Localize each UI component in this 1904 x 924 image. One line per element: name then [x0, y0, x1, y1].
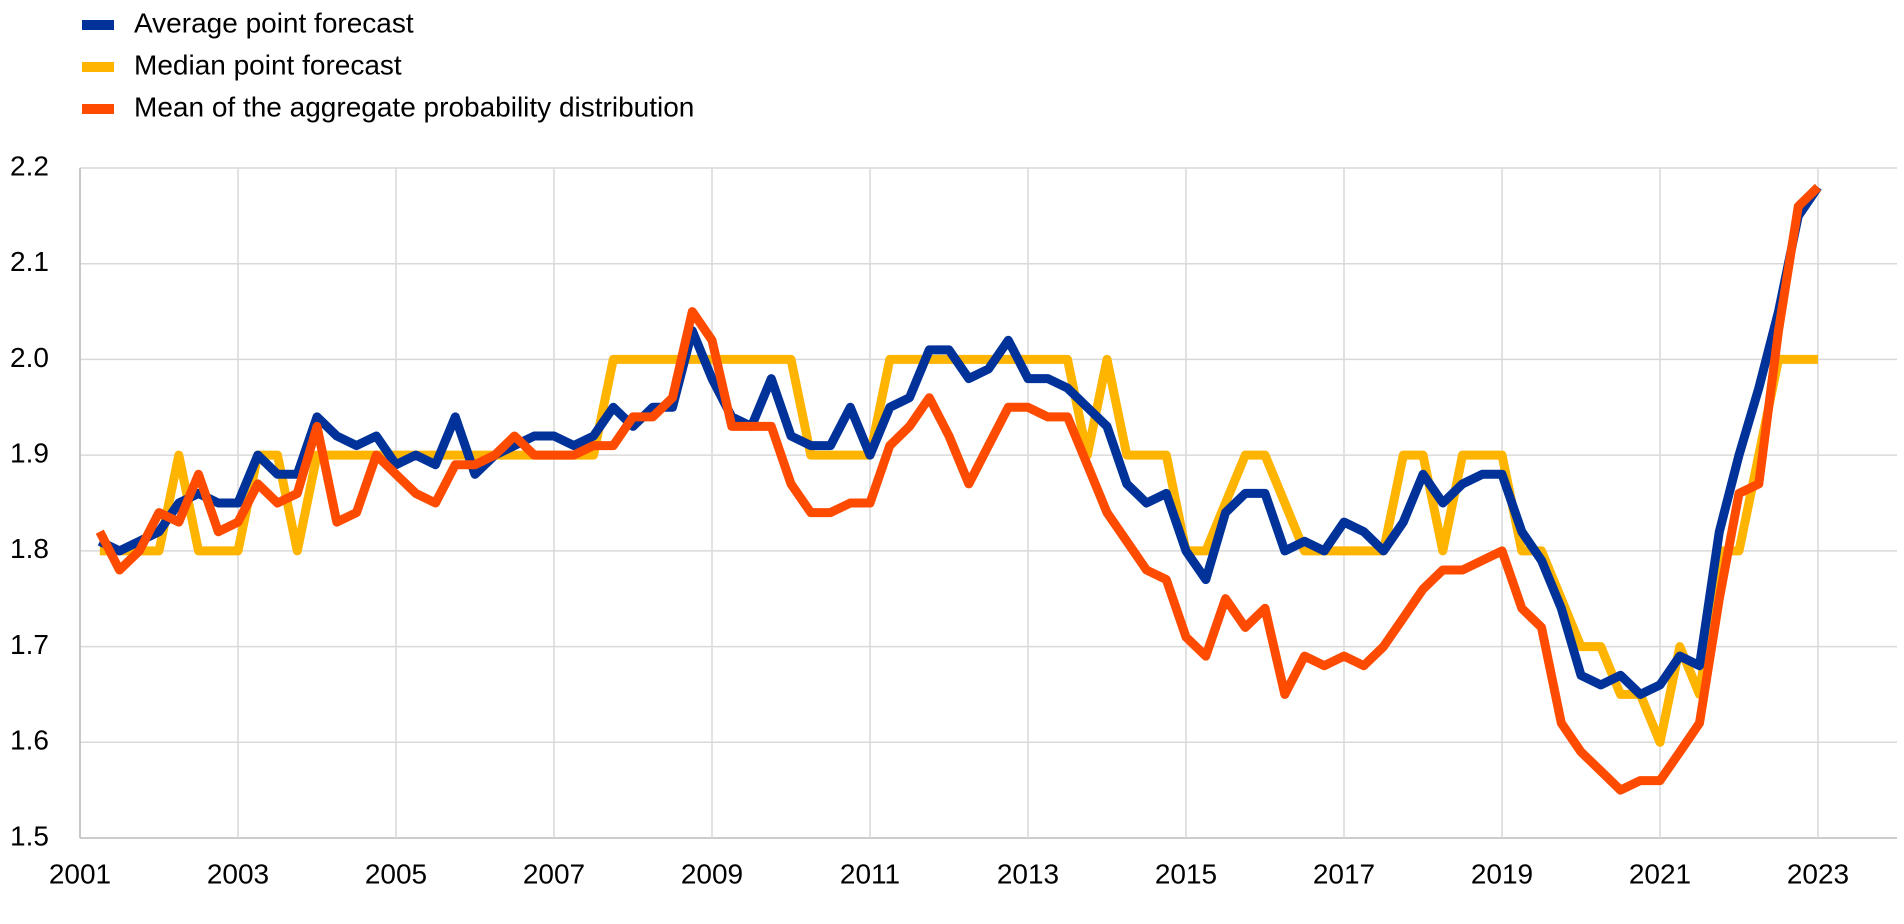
legend-swatch: [82, 20, 114, 30]
y-tick-label: 1.6: [10, 725, 49, 756]
legend-swatch: [82, 62, 114, 72]
y-tick-label: 1.8: [10, 533, 49, 564]
y-tick-label: 1.7: [10, 629, 49, 660]
x-tick-label: 2001: [49, 858, 111, 889]
y-tick-label: 2.0: [10, 342, 49, 373]
x-tick-label: 2013: [997, 858, 1059, 889]
y-tick-label: 2.2: [10, 150, 49, 181]
legend-label: Mean of the aggregate probability distri…: [134, 91, 694, 122]
x-tick-label: 2023: [1787, 858, 1849, 889]
x-tick-label: 2021: [1629, 858, 1691, 889]
x-tick-label: 2015: [1155, 858, 1217, 889]
x-tick-label: 2003: [207, 858, 269, 889]
y-tick-label: 2.1: [10, 246, 49, 277]
legend-swatch: [82, 104, 114, 114]
x-tick-label: 2011: [840, 858, 900, 889]
x-tick-label: 2009: [681, 858, 743, 889]
x-tick-label: 2019: [1471, 858, 1533, 889]
series-line: [95, 183, 1822, 795]
legend-label: Median point forecast: [134, 49, 402, 80]
series-line: [97, 184, 1822, 699]
x-tick-label: 2017: [1313, 858, 1375, 889]
legend-label: Average point forecast: [134, 7, 414, 38]
x-tick-label: 2005: [365, 858, 427, 889]
x-tick-label: 2007: [523, 858, 585, 889]
y-tick-label: 1.5: [10, 820, 49, 851]
y-tick-label: 1.9: [10, 438, 49, 469]
